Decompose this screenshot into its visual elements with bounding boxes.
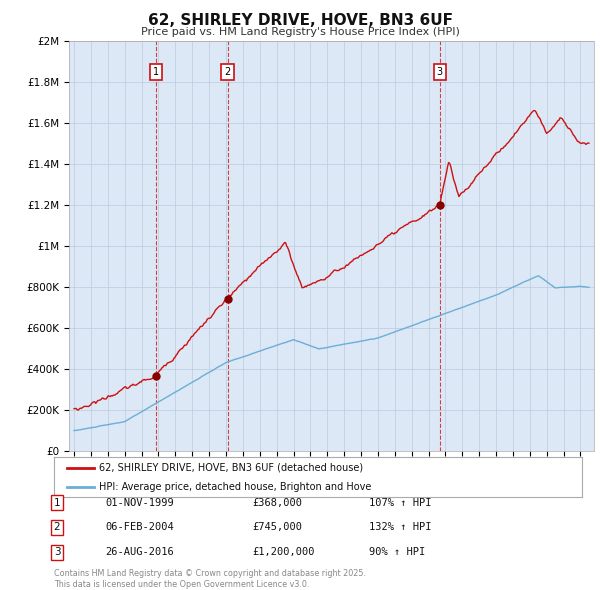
Text: 06-FEB-2004: 06-FEB-2004 xyxy=(105,523,174,532)
Text: 3: 3 xyxy=(436,67,443,77)
Text: 107% ↑ HPI: 107% ↑ HPI xyxy=(369,498,431,507)
Text: 62, SHIRLEY DRIVE, HOVE, BN3 6UF (detached house): 62, SHIRLEY DRIVE, HOVE, BN3 6UF (detach… xyxy=(99,463,363,473)
Text: £745,000: £745,000 xyxy=(252,523,302,532)
Text: 26-AUG-2016: 26-AUG-2016 xyxy=(105,548,174,557)
Text: £1,200,000: £1,200,000 xyxy=(252,548,314,557)
Text: 01-NOV-1999: 01-NOV-1999 xyxy=(105,498,174,507)
Text: 1: 1 xyxy=(53,498,61,507)
Text: 1: 1 xyxy=(152,67,158,77)
Text: 62, SHIRLEY DRIVE, HOVE, BN3 6UF: 62, SHIRLEY DRIVE, HOVE, BN3 6UF xyxy=(148,13,452,28)
Text: HPI: Average price, detached house, Brighton and Hove: HPI: Average price, detached house, Brig… xyxy=(99,482,371,491)
Text: £368,000: £368,000 xyxy=(252,498,302,507)
Text: 132% ↑ HPI: 132% ↑ HPI xyxy=(369,523,431,532)
Text: 2: 2 xyxy=(224,67,230,77)
Text: 2: 2 xyxy=(53,523,61,532)
Text: Contains HM Land Registry data © Crown copyright and database right 2025.
This d: Contains HM Land Registry data © Crown c… xyxy=(54,569,366,589)
Text: Price paid vs. HM Land Registry's House Price Index (HPI): Price paid vs. HM Land Registry's House … xyxy=(140,27,460,37)
Text: 90% ↑ HPI: 90% ↑ HPI xyxy=(369,548,425,557)
Text: 3: 3 xyxy=(53,548,61,557)
